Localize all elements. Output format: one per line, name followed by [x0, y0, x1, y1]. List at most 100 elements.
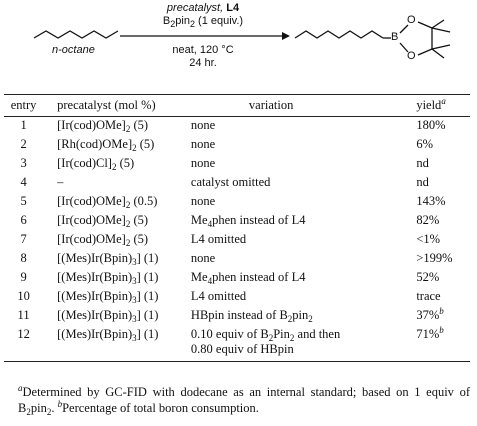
header-yield: yielda: [416, 94, 470, 117]
table-row: 12 [(Mes)Ir(Bpin)3] (1) 0.10 equiv of B2Pi…: [4, 326, 470, 362]
variation-text: Me: [190, 213, 208, 227]
results-table: entry precatalyst (mol %) variation yiel…: [4, 94, 470, 362]
table-row: 6 [Ir(cod)OMe]2 (5) Me4phen instead of L4 8…: [4, 212, 470, 231]
table-row: 3 [Ir(cod)Cl]2 (5) none nd: [4, 155, 470, 174]
variation-text: catalyst omitted: [190, 175, 271, 189]
cell-variation: 0.10 equiv of B2Pin2 and then 0.80 equiv …: [190, 326, 417, 362]
reaction-scheme: precatalyst, L4 B2pin2 (1 equiv.) neat, …: [0, 0, 477, 88]
reaction-scheme-drawing: [33, 19, 451, 59]
cell-yield: <1%: [416, 231, 470, 250]
variation-text: 0.80 equiv of HBpin: [190, 342, 294, 356]
precatalyst-text: –: [57, 175, 64, 189]
precatalyst-text: [Ir(cod)OMe]: [57, 232, 126, 246]
table-row: 5 [Ir(cod)OMe]2 (0.5) none 143%: [4, 193, 470, 212]
methyl-1: [431, 19, 445, 29]
precatalyst-text: [Ir(cod)OMe]: [57, 118, 126, 132]
precatalyst-subscript: 3: [132, 314, 137, 324]
precatalyst-subscript: 2: [132, 143, 137, 153]
variation-text: and then: [294, 327, 341, 341]
table-body: 1 [Ir(cod)OMe]2 (5) none 180% 2 [Rh(cod)OMe]2…: [4, 117, 470, 362]
cell-yield: 6%: [416, 136, 470, 155]
cell-variation: none: [191, 155, 416, 174]
cell-entry: 4: [20, 175, 27, 189]
footnote-pin: pin: [30, 401, 47, 415]
atom-boron: B: [391, 31, 399, 43]
variation-subscript: 2: [308, 314, 313, 324]
variation-text: 0.10 equiv of B: [190, 327, 269, 341]
cell-precatalyst: [Rh(cod)OMe]2 (5): [43, 136, 191, 155]
cell-precatalyst: [Ir(cod)OMe]2 (5): [43, 231, 191, 250]
cell-entry: 7: [20, 232, 27, 246]
cell-yield: 143%: [416, 193, 470, 212]
yield-value: >199%: [416, 251, 453, 265]
precatalyst-text: [(Mes)Ir(Bpin): [57, 270, 133, 284]
header-entry: entry: [4, 94, 44, 117]
footnote-a-text: Determined by GC-FID with dodecane as an…: [18, 385, 470, 415]
footnote-a-end: .: [51, 401, 58, 415]
condition-temperature: neat, 120 °C: [172, 44, 234, 56]
precatalyst-text: [(Mes)Ir(Bpin): [57, 327, 133, 341]
cell-variation: none: [191, 117, 416, 137]
precatalyst-text: [(Mes)Ir(Bpin): [57, 251, 133, 265]
cell-yield: 180%: [416, 117, 470, 137]
yield-value: 52%: [416, 270, 440, 284]
cell-entry: 10: [17, 289, 30, 303]
variation-text: HBpin instead of B: [190, 308, 288, 322]
precatalyst-text: [(Mes)Ir(Bpin): [57, 308, 133, 322]
precatalyst-text: [(Mes)Ir(Bpin): [57, 289, 133, 303]
cell-entry: 8: [20, 251, 27, 265]
header-variation-label: variation: [248, 98, 294, 112]
cell-entry: 1: [20, 118, 27, 132]
variation-text: phen instead of L4: [212, 213, 306, 227]
header-precatalyst: precatalyst (mol %): [43, 94, 191, 117]
variation-text: Me: [190, 270, 208, 284]
precatalyst-text: (5): [130, 232, 149, 246]
reagent-precatalyst: precatalyst,: [166, 2, 227, 14]
cell-variation: L4 omitted: [191, 288, 416, 307]
precatalyst-text: ] (1): [136, 270, 159, 284]
yield-value: nd: [416, 156, 429, 170]
variation-text: L4 omitted: [190, 232, 247, 246]
precatalyst-text: [Ir(cod)Cl]: [57, 156, 112, 170]
cell-variation: L4 omitted: [191, 231, 416, 250]
precatalyst-text: ] (1): [136, 327, 159, 341]
precatalyst-text: ] (1): [136, 289, 159, 303]
reagent-sub: 2: [189, 19, 195, 29]
cell-yield: >199%: [416, 250, 470, 269]
cell-precatalyst: [Ir(cod)OMe]2 (5): [43, 117, 191, 137]
footnote-sub: 2: [46, 407, 52, 417]
cell-variation: Me4phen instead of L4: [191, 212, 416, 231]
methyl-4: [431, 48, 445, 59]
methyl-3: [431, 44, 451, 50]
cell-entry: 5: [20, 194, 27, 208]
reagent-pin: pin: [175, 15, 190, 27]
cell-variation: none: [191, 193, 416, 212]
precatalyst-text: (5): [130, 118, 149, 132]
cell-precatalyst: [Ir(cod)Cl]2 (5): [43, 155, 191, 174]
cell-entry: 12: [4, 326, 44, 362]
precatalyst-subscript: 3: [132, 295, 137, 305]
yield-value: 6%: [416, 137, 433, 151]
precatalyst-text: (5): [130, 213, 149, 227]
footnote-b-mark: b: [57, 399, 63, 409]
precatalyst-text: (5): [136, 137, 155, 151]
precatalyst-subscript: 2: [125, 219, 131, 229]
footnote-b-text: Percentage of total boron consumption.: [62, 401, 259, 415]
precatalyst-text: [Ir(cod)OMe]: [57, 194, 126, 208]
yield-value: 82%: [416, 213, 440, 227]
o-c-bottom-bond: [417, 48, 433, 56]
variation-text: phen instead of L4: [212, 270, 306, 284]
table-row: 7 [Ir(cod)OMe]2 (5) L4 omitted <1%: [4, 231, 470, 250]
cell-yield: 37%b: [416, 307, 470, 326]
variation-subscript: 4: [207, 276, 213, 286]
b-o-top-bond: [399, 24, 409, 34]
reaction-conditions: neat, 120 °C 24 hr.: [118, 44, 288, 70]
table-footnote: aDetermined by GC-FID with dodecane as a…: [18, 384, 470, 417]
precatalyst-text: (0.5): [130, 194, 158, 208]
cell-yield: nd: [416, 155, 470, 174]
cell-yield: 71%b: [416, 326, 470, 362]
variation-text: Pin: [273, 327, 290, 341]
cell-yield: trace: [416, 288, 470, 307]
cell-precatalyst: [(Mes)Ir(Bpin)3] (1): [43, 269, 191, 288]
